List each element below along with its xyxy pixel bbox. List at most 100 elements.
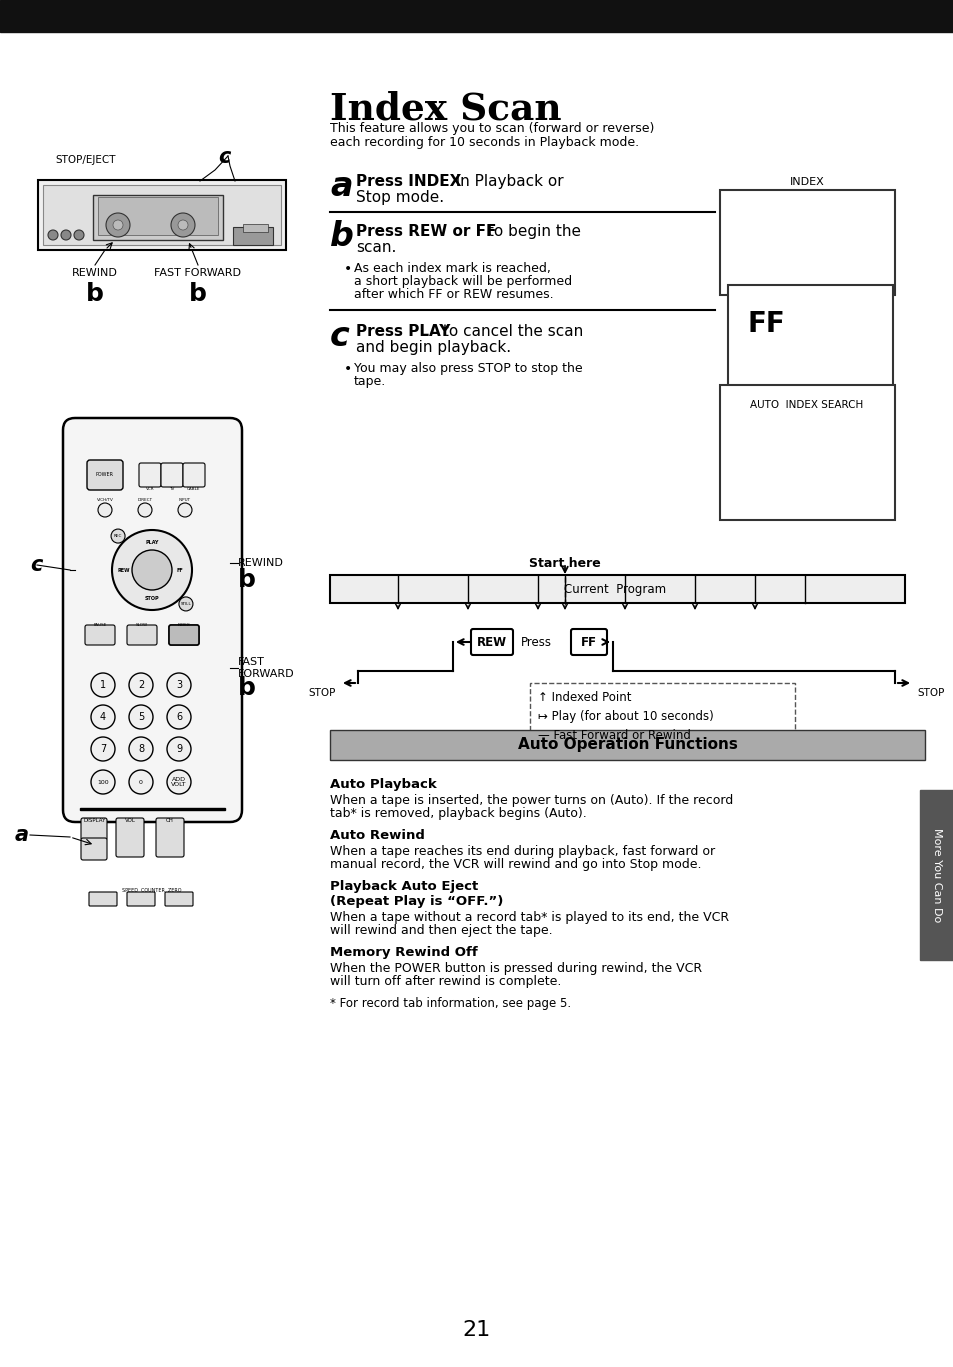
- Text: When a tape is inserted, the power turns on (Auto). If the record: When a tape is inserted, the power turns…: [330, 794, 733, 807]
- Bar: [80, 808, 225, 811]
- Text: a short playback will be performed: a short playback will be performed: [354, 275, 572, 288]
- Text: Press PLAY: Press PLAY: [355, 324, 450, 339]
- Circle shape: [129, 737, 152, 761]
- Text: ↑ Indexed Point: ↑ Indexed Point: [537, 690, 631, 704]
- Text: a: a: [15, 826, 30, 845]
- FancyBboxPatch shape: [156, 817, 184, 857]
- Circle shape: [167, 673, 191, 697]
- Text: 6: 6: [175, 712, 182, 722]
- Text: Memory Rewind Off: Memory Rewind Off: [330, 946, 477, 960]
- Text: STOP: STOP: [145, 596, 159, 600]
- Circle shape: [74, 230, 84, 241]
- Bar: [919, 790, 953, 960]
- Text: 2: 2: [138, 679, 144, 690]
- Text: 5: 5: [138, 712, 144, 722]
- Circle shape: [171, 213, 194, 236]
- Text: Start here: Start here: [529, 556, 600, 570]
- FancyBboxPatch shape: [81, 817, 107, 839]
- Text: SLOW: SLOW: [135, 623, 148, 627]
- Circle shape: [91, 770, 115, 794]
- Text: tab* is removed, playback begins (Auto).: tab* is removed, playback begins (Auto).: [330, 807, 586, 820]
- Circle shape: [111, 529, 125, 543]
- Bar: [330, 576, 904, 603]
- Text: b: b: [86, 282, 104, 306]
- Circle shape: [178, 503, 192, 517]
- Text: will rewind and then eject the tape.: will rewind and then eject the tape.: [330, 924, 552, 936]
- Text: a: a: [330, 170, 352, 204]
- Text: 7: 7: [100, 744, 106, 755]
- FancyBboxPatch shape: [85, 625, 115, 645]
- Text: 3: 3: [175, 679, 182, 690]
- Text: •: •: [344, 362, 352, 376]
- FancyBboxPatch shape: [81, 838, 107, 860]
- Text: * For record tab information, see page 5.: * For record tab information, see page 5…: [330, 997, 571, 1010]
- Text: b: b: [237, 677, 255, 700]
- Bar: [243, 224, 268, 232]
- FancyBboxPatch shape: [183, 463, 205, 487]
- Circle shape: [48, 230, 58, 241]
- Text: POWER: POWER: [96, 473, 113, 477]
- Text: b: b: [237, 569, 255, 592]
- Circle shape: [106, 213, 130, 236]
- Text: FF: FF: [747, 310, 785, 338]
- Text: Press REW or FF: Press REW or FF: [355, 224, 496, 239]
- Circle shape: [98, 503, 112, 517]
- Text: Current  Program: Current Program: [563, 582, 665, 596]
- FancyBboxPatch shape: [169, 625, 199, 645]
- Text: 1: 1: [100, 679, 106, 690]
- Text: You may also press STOP to stop the: You may also press STOP to stop the: [354, 362, 582, 375]
- Text: TV: TV: [169, 487, 174, 491]
- Text: INPUT: INPUT: [179, 498, 191, 502]
- Text: As each index mark is reached,: As each index mark is reached,: [354, 262, 550, 275]
- Text: after which FF or REW resumes.: after which FF or REW resumes.: [354, 288, 553, 301]
- Bar: [530, 684, 794, 750]
- Circle shape: [112, 530, 192, 610]
- Text: Playback Auto Eject: Playback Auto Eject: [330, 880, 477, 893]
- Circle shape: [61, 230, 71, 241]
- Text: This feature allows you to scan (forward or reverse): This feature allows you to scan (forward…: [330, 122, 654, 135]
- FancyBboxPatch shape: [139, 463, 161, 487]
- Text: FF: FF: [580, 636, 597, 648]
- Bar: [720, 385, 894, 519]
- Text: FAST FORWARD: FAST FORWARD: [154, 268, 241, 278]
- Text: CH: CH: [166, 817, 173, 823]
- Text: in Playback or: in Playback or: [451, 174, 563, 189]
- Text: PLAY: PLAY: [145, 540, 158, 544]
- Text: 9: 9: [175, 744, 182, 755]
- Text: INDEX: INDEX: [789, 176, 823, 187]
- Text: c: c: [330, 320, 350, 353]
- FancyBboxPatch shape: [169, 625, 199, 645]
- Text: STOP/EJECT: STOP/EJECT: [55, 154, 115, 165]
- Text: ↦ Play (for about 10 seconds): ↦ Play (for about 10 seconds): [537, 709, 713, 723]
- Text: VOL: VOL: [125, 817, 135, 823]
- Text: PAUSE: PAUSE: [93, 623, 107, 627]
- Bar: [330, 730, 924, 760]
- Circle shape: [132, 550, 172, 591]
- FancyBboxPatch shape: [571, 629, 606, 655]
- Bar: [233, 227, 273, 245]
- Text: REC: REC: [113, 534, 122, 539]
- Text: 4: 4: [100, 712, 106, 722]
- Text: •: •: [344, 262, 352, 276]
- Text: STILL: STILL: [180, 601, 192, 606]
- Text: scan.: scan.: [355, 241, 395, 256]
- Text: c: c: [30, 555, 42, 576]
- FancyBboxPatch shape: [89, 893, 117, 906]
- FancyBboxPatch shape: [471, 629, 513, 655]
- Text: REW: REW: [117, 567, 131, 573]
- FancyBboxPatch shape: [116, 817, 144, 857]
- Circle shape: [178, 220, 188, 230]
- FancyBboxPatch shape: [127, 625, 157, 645]
- Circle shape: [129, 770, 152, 794]
- Text: CABLE: CABLE: [187, 487, 200, 491]
- Text: and begin playback.: and begin playback.: [355, 340, 511, 355]
- Text: Press INDEX: Press INDEX: [355, 174, 461, 189]
- FancyBboxPatch shape: [87, 461, 123, 489]
- Bar: [720, 190, 894, 295]
- Text: When the POWER button is pressed during rewind, the VCR: When the POWER button is pressed during …: [330, 962, 701, 975]
- Text: FF: FF: [176, 567, 183, 573]
- Text: DISPLAY: DISPLAY: [84, 817, 106, 823]
- Bar: [38, 180, 286, 250]
- Text: REWIND: REWIND: [237, 558, 284, 569]
- Text: each recording for 10 seconds in Playback mode.: each recording for 10 seconds in Playbac…: [330, 135, 639, 149]
